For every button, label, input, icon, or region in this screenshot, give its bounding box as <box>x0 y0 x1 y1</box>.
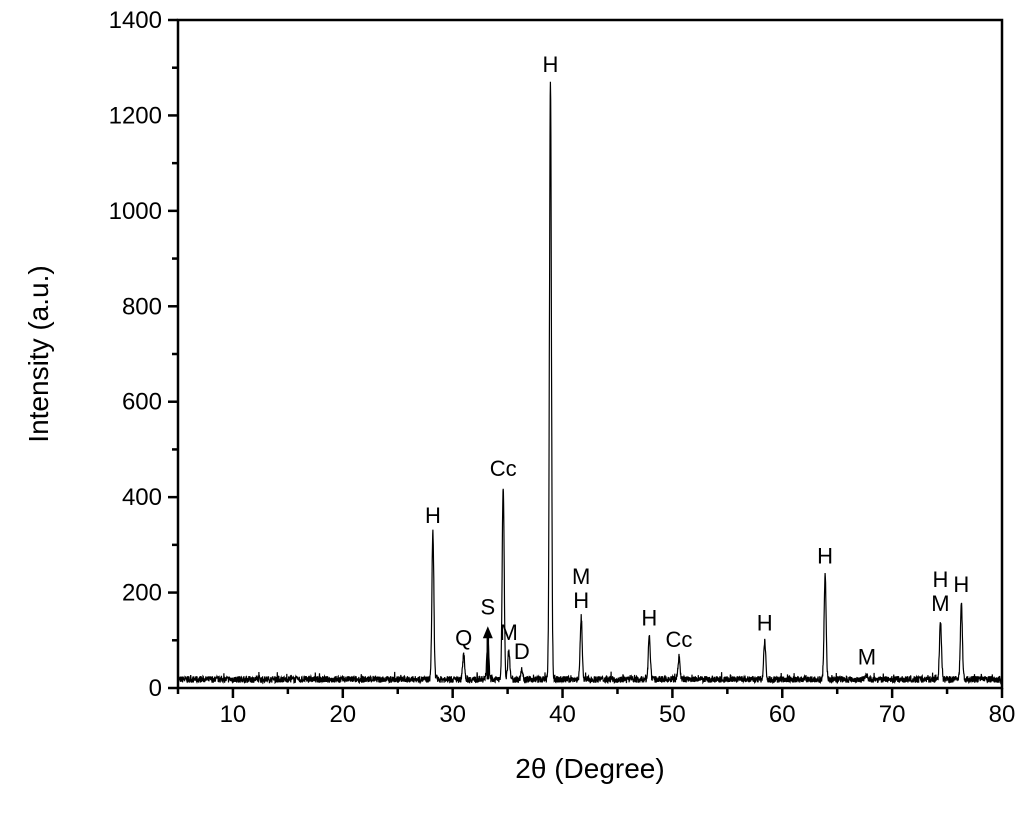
axes: 10 20 30 40 50 60 70 80020040060080010001200140… <box>109 7 1016 728</box>
peak-label: H <box>573 588 589 613</box>
x-tick-label: 20 <box>329 701 356 728</box>
peak-label: H <box>817 543 833 568</box>
y-tick-label: 800 <box>122 293 162 320</box>
peak-label: H <box>641 606 657 631</box>
y-tick-label: 1200 <box>109 102 162 129</box>
peak-label: M <box>858 645 876 670</box>
y-axis-title: Intensity (a.u.) <box>23 265 54 442</box>
peak-arrow-head <box>482 626 493 639</box>
x-tick-label: 50 <box>659 701 686 728</box>
y-tick-label: 1000 <box>109 198 162 225</box>
peak-label: M <box>572 564 590 589</box>
peak-label: Cc <box>490 456 517 481</box>
peak-label: Q <box>455 626 472 651</box>
peak-label: H <box>543 52 559 77</box>
x-axis-title: 2θ (Degree) <box>515 753 664 784</box>
x-tick-label: 10 <box>220 701 247 728</box>
x-tick-label: 70 <box>879 701 906 728</box>
y-tick-label: 0 <box>149 675 162 702</box>
peak-label: M <box>931 591 949 616</box>
x-tick-label: 60 <box>769 701 796 728</box>
y-tick-label: 1400 <box>109 7 162 34</box>
peak-label: S <box>480 594 495 619</box>
peak-label: Cc <box>666 627 693 652</box>
y-tick-label: 200 <box>122 580 162 607</box>
peak-label: H <box>425 503 441 528</box>
y-tick-label: 400 <box>122 484 162 511</box>
x-tick-label: 30 <box>439 701 466 728</box>
peak-label: M <box>500 620 518 645</box>
peak-label: H <box>933 567 949 592</box>
y-tick-label: 600 <box>122 389 162 416</box>
x-tick-label: 80 <box>989 701 1016 728</box>
peak-label: H <box>757 610 773 635</box>
xrd-pattern-line <box>177 81 1003 685</box>
x-tick-label: 40 <box>549 701 576 728</box>
peak-label: D <box>514 639 530 664</box>
peak-label: H <box>953 572 969 597</box>
